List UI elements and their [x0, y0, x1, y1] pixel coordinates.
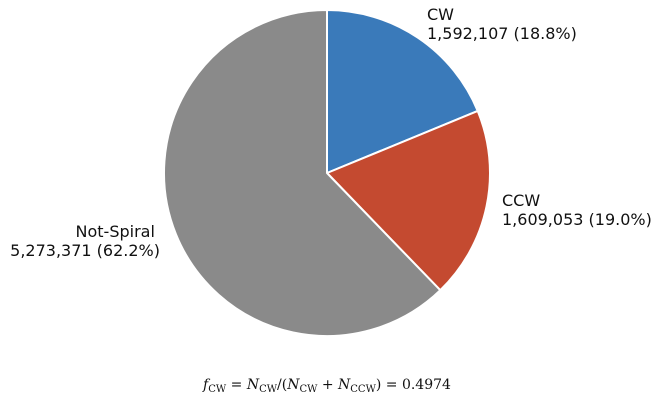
formula-close: ) = — [376, 377, 402, 393]
formula-n2-sub: CW — [299, 384, 318, 394]
formula-n1: N — [246, 377, 260, 393]
formula-f: f — [202, 377, 211, 393]
slice-label-ccw-name: CCW — [502, 191, 540, 210]
slice-label-cw-value: 1,592,107 (18.8%) — [427, 24, 577, 43]
formula-annotation: fCW = NCW/(NCW + NCCW) = 0.4974 — [202, 377, 451, 394]
slice-label-not-spiral-percent: 62.2% — [103, 241, 154, 260]
slice-label-not-spiral-value: 5,273,371 (62.2%) — [10, 241, 160, 260]
formula-n2: N — [286, 377, 300, 393]
formula-result: 0.4974 — [402, 377, 451, 393]
pie-slice-not-spiral — [163, 9, 442, 337]
slice-label-cw-name: CW — [427, 5, 454, 24]
slice-label-not-spiral-count: 5,273,371 — [10, 241, 91, 260]
formula-plus: + — [317, 377, 338, 393]
formula-f-sub: CW — [208, 384, 227, 394]
slice-label-ccw-percent: 19.0% — [595, 210, 646, 229]
formula-n3: N — [337, 377, 351, 393]
formula-n3-sub: CCW — [350, 384, 376, 394]
pie-slice-ccw — [326, 109, 491, 292]
slice-label-cw: CW 1,592,107 (18.8%) — [427, 5, 577, 43]
pie-slices — [163, 9, 491, 337]
pie-slice-cw — [326, 9, 479, 174]
formula-n1-sub: CW — [259, 384, 278, 394]
slice-label-cw-percent: 18.8% — [520, 24, 571, 43]
slice-label-not-spiral-name: Not-Spiral — [76, 222, 155, 241]
slice-label-ccw: CCW 1,609,053 (19.0%) — [502, 191, 652, 229]
slice-label-not-spiral: Not-Spiral 5,273,371 (62.2%) — [10, 222, 160, 260]
formula-eq1: = — [226, 377, 247, 393]
slice-label-cw-count: 1,592,107 — [427, 24, 508, 43]
slice-label-ccw-count: 1,609,053 — [502, 210, 583, 229]
slice-label-ccw-value: 1,609,053 (19.0%) — [502, 210, 652, 229]
formula-slash: /( — [277, 377, 287, 393]
